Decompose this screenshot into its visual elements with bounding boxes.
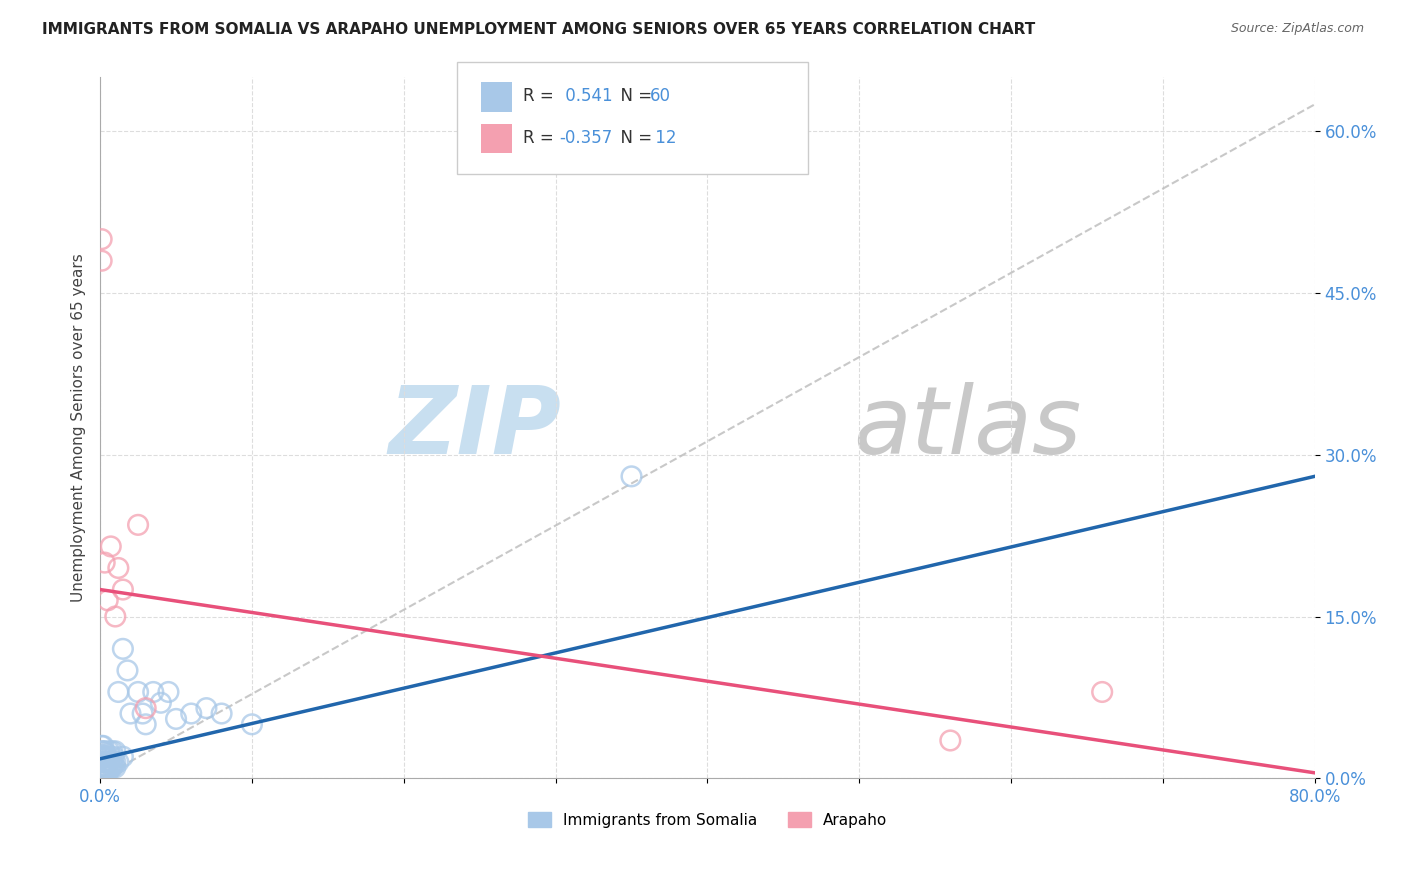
Text: N =: N = bbox=[610, 129, 658, 147]
Point bbox=[127, 517, 149, 532]
Point bbox=[91, 739, 114, 753]
Point bbox=[97, 749, 120, 764]
Point bbox=[127, 685, 149, 699]
Text: IMMIGRANTS FROM SOMALIA VS ARAPAHO UNEMPLOYMENT AMONG SENIORS OVER 65 YEARS CORR: IMMIGRANTS FROM SOMALIA VS ARAPAHO UNEMP… bbox=[42, 22, 1035, 37]
Point bbox=[107, 755, 129, 769]
Point bbox=[90, 232, 112, 246]
Point bbox=[131, 706, 153, 721]
Point bbox=[180, 706, 202, 721]
Point bbox=[90, 763, 112, 777]
Point bbox=[93, 755, 115, 769]
Text: R =: R = bbox=[523, 87, 560, 105]
Point bbox=[100, 760, 122, 774]
Point bbox=[101, 755, 124, 769]
Point bbox=[240, 717, 263, 731]
Text: Source: ZipAtlas.com: Source: ZipAtlas.com bbox=[1230, 22, 1364, 36]
Point bbox=[98, 763, 121, 777]
Point bbox=[91, 749, 114, 764]
Point bbox=[90, 747, 112, 762]
Point bbox=[100, 540, 122, 554]
Text: N =: N = bbox=[610, 87, 658, 105]
Point bbox=[91, 760, 114, 774]
Point bbox=[149, 696, 172, 710]
Point bbox=[90, 744, 112, 758]
Point bbox=[96, 765, 118, 780]
Point bbox=[104, 755, 127, 769]
Point bbox=[100, 749, 122, 764]
Point bbox=[104, 609, 127, 624]
Point bbox=[93, 556, 115, 570]
Text: ZIP: ZIP bbox=[389, 382, 561, 474]
Text: 12: 12 bbox=[650, 129, 676, 147]
Text: 0.541: 0.541 bbox=[560, 87, 612, 105]
Point bbox=[90, 755, 112, 769]
Point bbox=[93, 744, 115, 758]
Point bbox=[90, 758, 112, 772]
Point bbox=[90, 739, 112, 753]
Point bbox=[165, 712, 187, 726]
Point bbox=[117, 664, 139, 678]
Point bbox=[91, 755, 114, 769]
Point bbox=[135, 701, 157, 715]
Point bbox=[1091, 685, 1114, 699]
Point bbox=[97, 593, 120, 607]
Text: atlas: atlas bbox=[853, 383, 1081, 474]
Text: -0.357: -0.357 bbox=[560, 129, 613, 147]
Point bbox=[104, 760, 127, 774]
Point bbox=[90, 760, 112, 774]
Point bbox=[93, 765, 115, 780]
Point bbox=[157, 685, 180, 699]
Point bbox=[104, 744, 127, 758]
Point bbox=[98, 744, 121, 758]
Point bbox=[91, 763, 114, 777]
Point bbox=[90, 752, 112, 766]
Point bbox=[91, 765, 114, 780]
Point bbox=[103, 749, 125, 764]
Point bbox=[98, 755, 121, 769]
Point bbox=[939, 733, 962, 747]
Point bbox=[135, 717, 157, 731]
Y-axis label: Unemployment Among Seniors over 65 years: Unemployment Among Seniors over 65 years bbox=[72, 253, 86, 602]
Point bbox=[195, 701, 218, 715]
Point bbox=[120, 706, 142, 721]
Point bbox=[96, 755, 118, 769]
Point bbox=[96, 749, 118, 764]
Point bbox=[107, 685, 129, 699]
Point bbox=[111, 582, 134, 597]
Point bbox=[142, 685, 165, 699]
Point bbox=[97, 760, 120, 774]
Point bbox=[101, 760, 124, 774]
Point bbox=[93, 760, 115, 774]
Text: R =: R = bbox=[523, 129, 560, 147]
Point bbox=[111, 749, 134, 764]
Point bbox=[211, 706, 233, 721]
Legend: Immigrants from Somalia, Arapaho: Immigrants from Somalia, Arapaho bbox=[522, 805, 893, 834]
Point bbox=[90, 765, 112, 780]
Point bbox=[620, 469, 643, 483]
Point bbox=[90, 253, 112, 268]
Text: 60: 60 bbox=[650, 87, 671, 105]
Point bbox=[96, 760, 118, 774]
Point bbox=[101, 744, 124, 758]
Point bbox=[97, 765, 120, 780]
Point bbox=[91, 744, 114, 758]
Point bbox=[103, 758, 125, 772]
Point bbox=[90, 749, 112, 764]
Point bbox=[93, 749, 115, 764]
Point bbox=[111, 641, 134, 656]
Point bbox=[107, 561, 129, 575]
